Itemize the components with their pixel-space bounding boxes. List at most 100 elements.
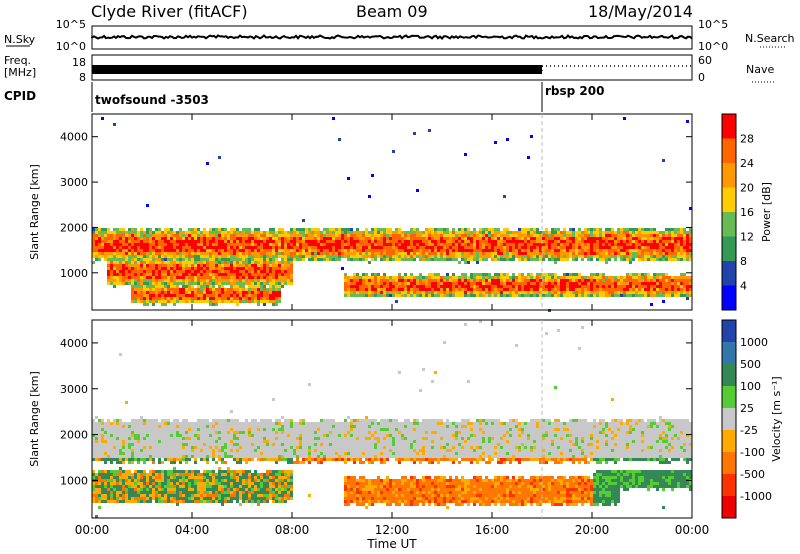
heatmap-cell xyxy=(596,240,599,243)
heatmap-cell xyxy=(398,240,401,243)
heatmap-cell xyxy=(338,237,341,240)
heatmap-cell xyxy=(449,291,452,294)
heatmap-cell xyxy=(341,240,344,243)
heatmap-cell xyxy=(155,300,158,303)
heatmap-cell xyxy=(152,437,155,440)
heatmap-cell xyxy=(485,288,488,291)
heatmap-cell xyxy=(533,282,536,285)
heatmap-cell xyxy=(110,264,113,267)
heatmap-cell xyxy=(140,452,143,455)
heatmap-cell xyxy=(365,243,368,246)
heatmap-cell xyxy=(218,482,221,485)
heatmap-cell xyxy=(599,246,602,249)
heatmap-cell xyxy=(428,291,431,294)
heatmap-cell xyxy=(329,234,332,237)
heatmap-cell xyxy=(239,234,242,237)
heatmap-cell xyxy=(599,231,602,234)
heatmap-cell xyxy=(245,237,248,240)
heatmap-cell xyxy=(431,288,434,291)
heatmap-cell xyxy=(329,228,332,231)
heatmap-cell xyxy=(320,237,323,240)
heatmap-cell xyxy=(281,237,284,240)
heatmap-cell xyxy=(389,246,392,249)
heatmap-cell xyxy=(440,231,443,234)
heatmap-cell xyxy=(200,255,203,258)
heatmap-cell xyxy=(179,294,182,297)
heatmap-cell xyxy=(209,455,212,458)
heatmap-cell xyxy=(497,255,500,258)
heatmap-cell xyxy=(488,294,491,297)
heatmap-cell xyxy=(263,300,266,303)
heatmap-cell xyxy=(218,485,221,488)
heatmap-cell xyxy=(446,231,449,234)
heatmap-cell xyxy=(173,494,176,497)
heatmap-cell xyxy=(500,285,503,288)
heatmap-cell xyxy=(119,479,122,482)
heatmap-cell xyxy=(164,246,167,249)
heatmap-cell xyxy=(218,431,221,434)
heatmap-cell xyxy=(413,255,416,258)
heatmap-cell xyxy=(170,452,173,455)
heatmap-cell xyxy=(218,497,221,500)
heatmap-cell xyxy=(428,228,431,231)
heatmap-cell xyxy=(161,449,164,452)
heatmap-cell xyxy=(431,255,434,258)
heatmap-cell xyxy=(176,419,179,422)
heatmap-cell xyxy=(125,485,128,488)
heatmap-cell xyxy=(455,285,458,288)
heatmap-cell xyxy=(212,482,215,485)
heatmap-cell xyxy=(608,279,611,282)
heatmap-cell xyxy=(299,240,302,243)
heatmap-cell xyxy=(413,294,416,297)
heatmap-cell xyxy=(398,294,401,297)
heatmap-cell xyxy=(179,243,182,246)
heatmap-cell xyxy=(137,261,140,264)
heatmap-cell xyxy=(185,458,188,461)
heatmap-cell xyxy=(278,249,281,252)
heatmap-cell xyxy=(188,264,191,267)
heatmap-cell xyxy=(131,279,134,282)
heatmap-cell xyxy=(137,422,140,425)
heatmap-cell xyxy=(152,234,155,237)
heatmap-cell xyxy=(143,264,146,267)
heatmap-cell xyxy=(101,231,104,234)
heatmap-cell xyxy=(452,240,455,243)
heatmap-cell xyxy=(101,470,104,473)
heatmap-cell xyxy=(176,491,179,494)
heatmap-cell xyxy=(179,425,182,428)
heatmap-cell xyxy=(596,279,599,282)
heatmap-cell xyxy=(203,249,206,252)
heatmap-cell xyxy=(137,243,140,246)
heatmap-cell xyxy=(530,285,533,288)
heatmap-cell xyxy=(170,497,173,500)
heatmap-cell xyxy=(302,246,305,249)
heatmap-cell xyxy=(107,458,110,461)
heatmap-cell xyxy=(506,285,509,288)
heatmap-cell xyxy=(209,249,212,252)
heatmap-cell xyxy=(161,473,164,476)
heatmap-cell xyxy=(188,294,191,297)
heatmap-cell xyxy=(497,291,500,294)
heatmap-cell xyxy=(440,276,443,279)
heatmap-cell xyxy=(497,276,500,279)
heatmap-cell xyxy=(125,237,128,240)
heatmap-cell xyxy=(569,234,572,237)
heatmap-cell xyxy=(110,249,113,252)
heatmap-cell xyxy=(281,276,284,279)
heatmap-cell xyxy=(632,258,635,261)
heatmap-cell xyxy=(152,282,155,285)
heatmap-cell xyxy=(518,246,521,249)
heatmap-cell xyxy=(428,285,431,288)
heatmap-cell xyxy=(143,252,146,255)
heatmap-cell xyxy=(107,434,110,437)
heatmap-cell xyxy=(185,252,188,255)
heatmap-cell xyxy=(155,249,158,252)
heatmap-cell xyxy=(656,288,659,291)
heatmap-cell xyxy=(458,276,461,279)
heatmap-cell xyxy=(134,246,137,249)
heatmap-cell xyxy=(224,273,227,276)
heatmap-cell xyxy=(143,234,146,237)
heatmap-cell xyxy=(116,425,119,428)
heatmap-cell xyxy=(449,252,452,255)
heatmap-cell xyxy=(569,237,572,240)
